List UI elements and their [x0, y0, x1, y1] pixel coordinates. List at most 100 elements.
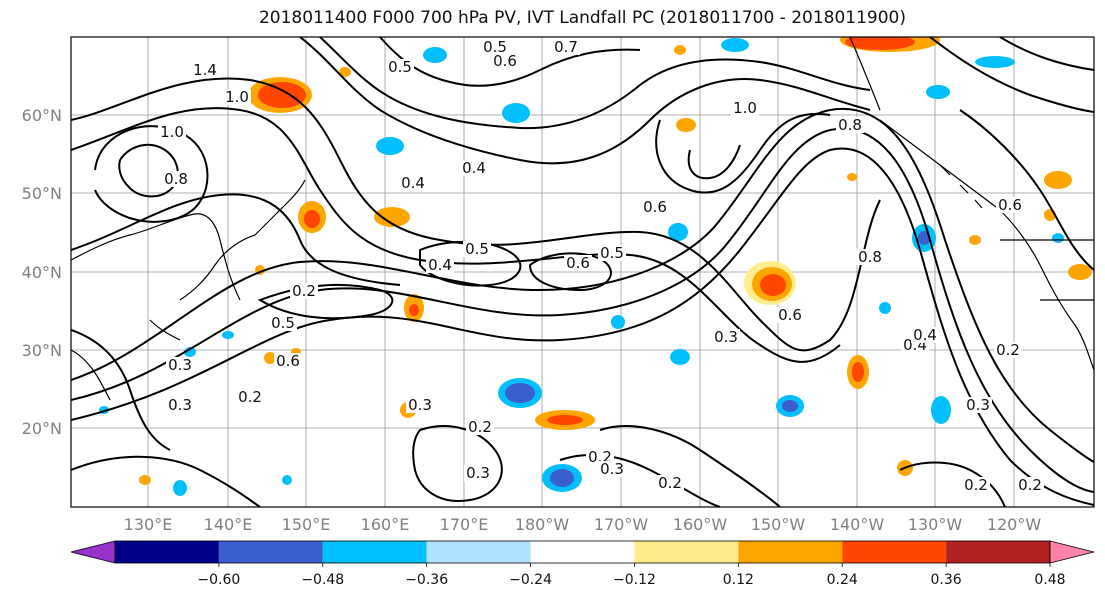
contour-label: 0.2: [1018, 476, 1042, 494]
contour-label-bg: [236, 389, 264, 405]
negative-anomalies: [99, 38, 1064, 496]
lon-label: 140°E: [204, 515, 253, 534]
contour-label-bg: [994, 342, 1022, 358]
colorbar-tick-label: 0.36: [931, 572, 962, 588]
colorbar-segment: [634, 541, 739, 563]
contour-label: 0.2: [292, 282, 316, 300]
contour-label: 0.5: [483, 38, 507, 56]
lat-label: 50°N: [22, 184, 62, 203]
contour-label: 0.4: [913, 326, 937, 344]
contour-label-bg: [598, 461, 626, 477]
latitude-labels: 60°N 50°N 40°N 30°N 20°N: [22, 106, 62, 438]
colorbar-tick-labels: −0.60 −0.48 −0.36 −0.24 −0.12 0.12 0.24 0.36 0.4…: [197, 563, 1066, 588]
contour-label-bg: [386, 59, 414, 75]
contour-label: 1.0: [225, 88, 249, 106]
contour-label: 1.0: [160, 123, 184, 141]
contour-label-bg: [712, 329, 740, 345]
colorbar-segment: [115, 541, 219, 563]
contour-label: 0.2: [996, 341, 1020, 359]
colorbar-extend-min: [70, 540, 116, 564]
contour-label-bg: [1016, 477, 1044, 493]
contour-label-bg: [269, 315, 297, 331]
contour-label-bg: [491, 53, 519, 69]
colorbar-tick-label: 0.12: [723, 572, 754, 588]
contour-label: 0.3: [168, 356, 192, 374]
contour-label: 0.2: [964, 476, 988, 494]
map-frame: [70, 36, 1095, 508]
contour-label-bg: [274, 353, 302, 369]
colorbar-segment: [738, 541, 843, 563]
contour-label: 0.3: [466, 464, 490, 482]
colorbar-tick-label: −0.36: [405, 572, 448, 588]
contour-label: 0.5: [271, 314, 295, 332]
contour-labels: 1.4 1.0 1.0 1.0 0.8 0.8 0.5 0.7 0.6 0.5 0.4 0.4 0.5 0…: [158, 38, 1044, 494]
contour-label-bg: [731, 100, 759, 116]
colorbar-tick-label: 0.24: [827, 572, 858, 588]
lon-label: 130°E: [124, 515, 173, 534]
contour-label-bg: [223, 89, 251, 105]
contour-label: 1.4: [193, 61, 217, 79]
contour-label-bg: [911, 327, 939, 343]
contour-label-bg: [460, 160, 488, 176]
contour-label: 0.6: [778, 306, 802, 324]
contour-label-bg: [552, 39, 580, 55]
contour-label: 0.7: [554, 38, 578, 56]
lon-label: 180°W: [515, 515, 570, 534]
contour-label: 0.3: [600, 460, 624, 478]
contour-label: 0.3: [168, 396, 192, 414]
contour-label: 1.0: [733, 99, 757, 117]
contour-label-bg: [598, 245, 626, 261]
contour-label: 0.4: [401, 174, 425, 192]
contour-label: 0.4: [462, 159, 486, 177]
colorbar-tick-label: −0.60: [197, 572, 240, 588]
longitude-labels: 130°E 140°E 150°E 160°E 170°E 180°W 170°W 160°W…: [124, 515, 1042, 534]
contour-label: 0.2: [468, 418, 492, 436]
contour-label: 0.6: [566, 254, 590, 272]
colorbar-segment: [530, 541, 635, 563]
contour-label-bg: [406, 397, 434, 413]
contour-label-bg: [166, 357, 194, 373]
contour-label-bg: [191, 62, 219, 78]
contour-label: 0.3: [966, 396, 990, 414]
colorbar-tick-label: −0.12: [613, 572, 656, 588]
lat-label: 40°N: [22, 263, 62, 282]
colorbar-segment: [842, 541, 947, 563]
lon-label: 120°W: [987, 515, 1042, 534]
contour-label: 0.6: [998, 196, 1022, 214]
contour-label-bg: [962, 477, 990, 493]
contour-label-bg: [481, 39, 509, 55]
contour-label: 0.3: [714, 328, 738, 346]
colorbar-tick-label: −0.24: [509, 572, 552, 588]
colorbar: [70, 540, 1095, 564]
lon-label: 170°W: [594, 515, 649, 534]
lat-label: 60°N: [22, 106, 62, 125]
contour-label-bg: [776, 307, 804, 323]
contour-label-bg: [836, 117, 864, 133]
contour-label-bg: [641, 199, 669, 215]
lon-label: 140°W: [830, 515, 885, 534]
lon-label: 150°W: [751, 515, 806, 534]
colorbar-segment: [426, 541, 531, 563]
lon-label: 130°W: [908, 515, 963, 534]
contour-label-bg: [158, 124, 186, 140]
contour-label: 0.2: [238, 388, 262, 406]
contour-label-bg: [290, 283, 318, 299]
contour-label-bg: [399, 175, 427, 191]
contour-label-bg: [996, 197, 1024, 213]
colorbar-tick-label: −0.48: [301, 572, 344, 588]
contour-label: 0.5: [388, 58, 412, 76]
colorbar-segment: [218, 541, 323, 563]
pv-contours: [71, 37, 1094, 507]
contour-label-bg: [964, 397, 992, 413]
contour-label: 0.8: [858, 248, 882, 266]
colorbar-tick-label: 0.48: [1034, 572, 1065, 588]
contour-label-bg: [426, 257, 454, 273]
contour-label: 0.4: [428, 256, 452, 274]
colorbar-extend-max: [1049, 540, 1095, 564]
contour-label-bg: [656, 475, 684, 491]
map-title: 2018011400 F000 700 hPa PV, IVT Landfall…: [258, 8, 906, 28]
graticule: [71, 37, 1094, 507]
contour-label: 0.8: [164, 170, 188, 188]
contour-label: 0.3: [408, 396, 432, 414]
